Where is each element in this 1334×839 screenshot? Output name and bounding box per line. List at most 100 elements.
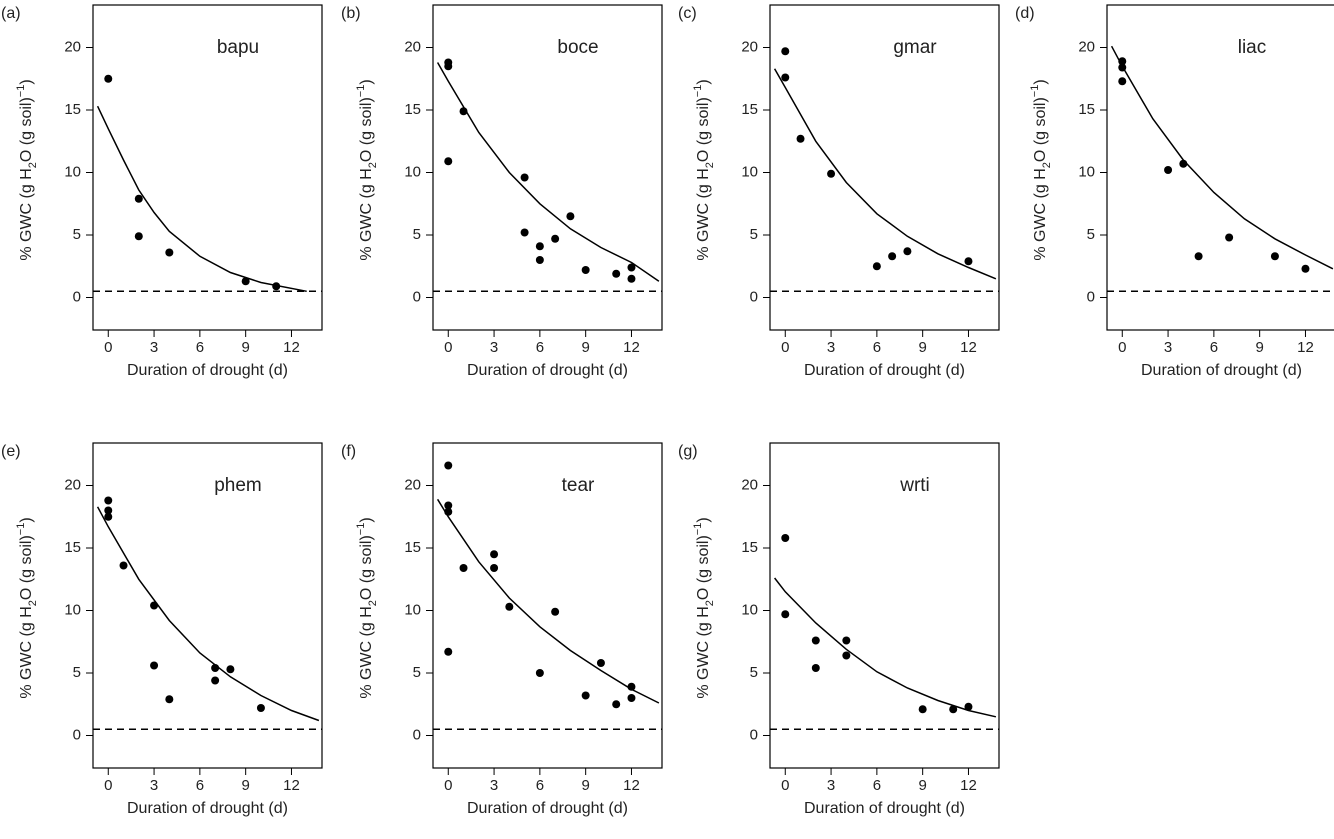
y-axis-label-part: 2 bbox=[1041, 162, 1053, 168]
data-point bbox=[535, 256, 544, 264]
data-point bbox=[104, 506, 113, 515]
x-tick-label: 9 bbox=[241, 777, 249, 794]
y-axis-label-part: −1 bbox=[692, 85, 704, 98]
panel: (f) tear 0 5 10 15 20 0 3 6 9 12 Duration of drought… bbox=[341, 442, 663, 817]
x-tick-label: 3 bbox=[150, 777, 158, 794]
y-tick-label: 5 bbox=[413, 226, 421, 243]
data-point bbox=[781, 534, 790, 542]
x-tick-label: 0 bbox=[444, 777, 452, 794]
panel: (a) bapu 0 5 10 15 20 0 3 6 9 12 Duration of drought… bbox=[1, 4, 323, 379]
y-tick-label: 20 bbox=[64, 476, 81, 493]
data-point bbox=[211, 664, 220, 672]
y-axis-label: % GWC (g H2O (g soil)−1) bbox=[15, 517, 39, 698]
y-tick-label: 10 bbox=[741, 163, 758, 180]
plot-frame bbox=[769, 4, 1000, 331]
y-axis-label-part: 2 bbox=[704, 162, 716, 168]
data-point bbox=[612, 269, 621, 278]
fit-curve bbox=[96, 506, 320, 722]
data-point bbox=[781, 47, 790, 56]
data-point bbox=[119, 561, 128, 570]
data-point bbox=[566, 212, 575, 221]
y-tick-label: 5 bbox=[750, 664, 758, 681]
data-point bbox=[150, 601, 159, 610]
data-point bbox=[612, 700, 621, 709]
x-axis-label: Duration of drought (d) bbox=[127, 800, 288, 817]
data-point bbox=[1118, 63, 1127, 72]
y-tick-label: 0 bbox=[73, 726, 81, 743]
x-tick-label: 0 bbox=[781, 339, 789, 356]
x-tick-label: 12 bbox=[623, 777, 640, 794]
panel: (e) phem 0 5 10 15 20 0 3 6 9 12 Duration of drought… bbox=[1, 442, 323, 817]
data-point bbox=[459, 564, 468, 572]
x-axis-label: Duration of drought (d) bbox=[804, 362, 965, 379]
data-point bbox=[1118, 57, 1127, 66]
panel-title: wrti bbox=[899, 475, 930, 496]
y-axis-label-part: −1 bbox=[1029, 85, 1041, 98]
data-point bbox=[1194, 252, 1203, 261]
x-tick-label: 3 bbox=[827, 339, 835, 356]
y-tick-label: 10 bbox=[404, 163, 421, 180]
y-axis-label: % GWC (g H2O (g soil)−1) bbox=[355, 79, 379, 260]
x-tick-label: 0 bbox=[104, 339, 112, 356]
y-tick-label: 5 bbox=[413, 664, 421, 681]
y-tick-label: 15 bbox=[741, 539, 758, 556]
data-point bbox=[949, 705, 958, 714]
y-axis-label-part: 2 bbox=[27, 162, 39, 168]
data-point bbox=[627, 274, 636, 283]
panel-label: (a) bbox=[1, 5, 21, 22]
fit-curve bbox=[96, 105, 307, 293]
data-point bbox=[272, 282, 281, 291]
x-tick-label: 9 bbox=[918, 777, 926, 794]
panel-label: (b) bbox=[341, 5, 361, 22]
plot-frame bbox=[432, 4, 663, 331]
data-point bbox=[505, 602, 514, 611]
panel-label: (g) bbox=[678, 443, 698, 460]
panel-label: (d) bbox=[1015, 5, 1035, 22]
y-tick-label: 15 bbox=[64, 101, 81, 118]
x-tick-label: 6 bbox=[873, 339, 881, 356]
plot-frame bbox=[92, 4, 323, 331]
x-tick-label: 0 bbox=[444, 339, 452, 356]
data-point bbox=[872, 262, 881, 271]
y-tick-label: 5 bbox=[73, 226, 81, 243]
panel-title: phem bbox=[214, 475, 262, 496]
y-tick-label: 10 bbox=[1078, 163, 1095, 180]
data-point bbox=[581, 691, 590, 700]
y-tick-label: 20 bbox=[741, 476, 758, 493]
y-axis-label-part: ) bbox=[358, 517, 375, 522]
y-tick-label: 15 bbox=[741, 101, 758, 118]
data-point bbox=[1270, 252, 1279, 261]
x-tick-label: 9 bbox=[1255, 339, 1263, 356]
data-point bbox=[490, 564, 499, 572]
x-tick-label: 9 bbox=[241, 339, 249, 356]
data-point bbox=[165, 248, 174, 257]
y-axis-label-part: −1 bbox=[355, 85, 367, 98]
x-tick-label: 6 bbox=[873, 777, 881, 794]
y-tick-label: 5 bbox=[750, 226, 758, 243]
y-tick-label: 5 bbox=[73, 664, 81, 681]
data-point bbox=[104, 496, 113, 505]
data-point bbox=[444, 507, 453, 516]
y-axis-label-part: −1 bbox=[15, 85, 27, 98]
y-tick-label: 0 bbox=[73, 288, 81, 305]
y-axis-label-part: ) bbox=[695, 79, 712, 84]
data-point bbox=[520, 228, 529, 237]
data-point bbox=[150, 661, 159, 670]
data-point bbox=[811, 636, 820, 645]
y-tick-label: 15 bbox=[404, 101, 421, 118]
y-axis-label-part: ) bbox=[358, 79, 375, 84]
panel-title: bapu bbox=[217, 37, 259, 58]
panel: (d) liac 0 5 10 15 20 0 3 6 9 12 Duration of drought… bbox=[1015, 4, 1334, 379]
x-tick-label: 0 bbox=[104, 777, 112, 794]
panel: (b) boce 0 5 10 15 20 0 3 6 9 12 Duration of drought… bbox=[341, 4, 663, 379]
data-point bbox=[627, 694, 636, 702]
fit-curve bbox=[436, 498, 660, 704]
data-point bbox=[888, 252, 897, 261]
y-axis-label-part: ) bbox=[1032, 79, 1049, 84]
data-point bbox=[596, 659, 605, 667]
panel-title: boce bbox=[557, 37, 598, 58]
y-tick-label: 0 bbox=[1087, 288, 1095, 305]
data-point bbox=[134, 194, 143, 203]
fit-curve bbox=[436, 62, 660, 282]
